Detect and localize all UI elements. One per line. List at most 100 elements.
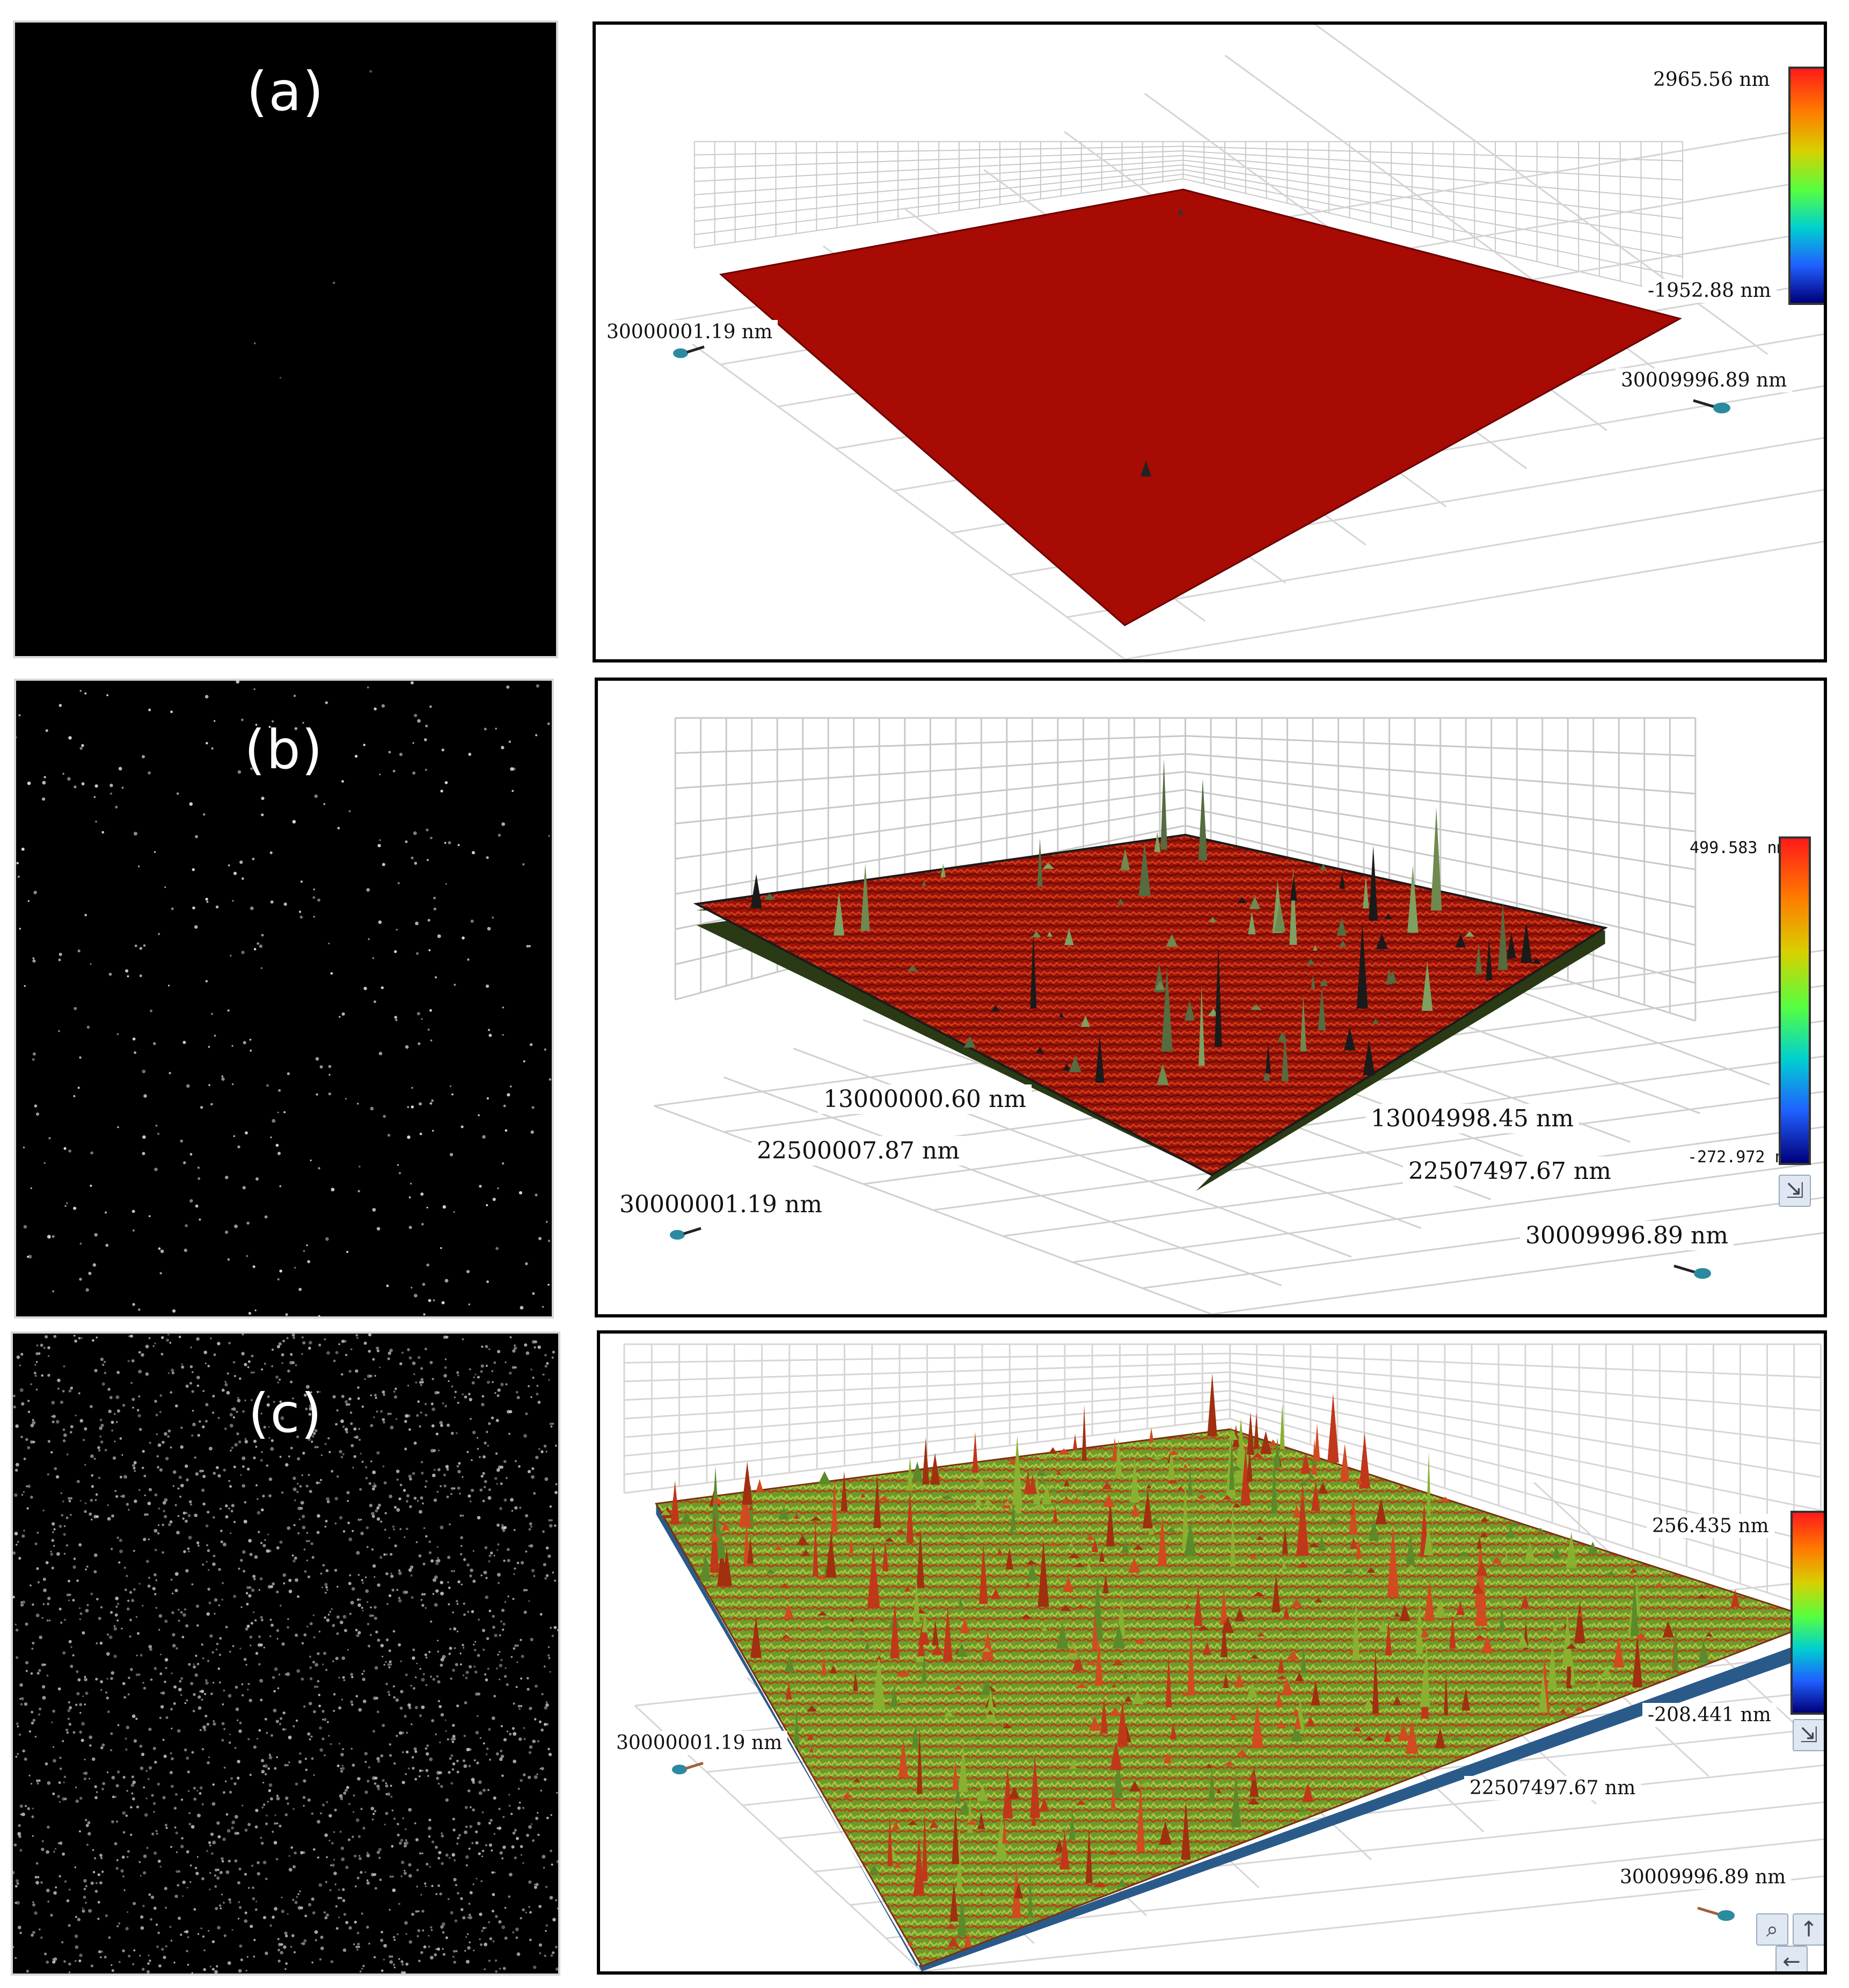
particle-dot — [533, 1346, 536, 1349]
particle-dot — [338, 1889, 340, 1891]
particle-dot — [232, 1361, 236, 1364]
particle-dot — [531, 1467, 535, 1470]
particle-dot — [492, 1626, 495, 1629]
particle-dot — [148, 1954, 150, 1956]
particle-dot — [158, 933, 160, 935]
particle-dot — [287, 1913, 289, 1915]
particle-dot — [272, 1831, 274, 1833]
particle-dot — [555, 1967, 558, 1971]
particle-dot — [52, 1235, 55, 1238]
particle-dot — [260, 1542, 263, 1545]
particle-dot — [244, 1363, 247, 1366]
particle-dot — [186, 1949, 188, 1953]
particle-dot — [183, 1161, 186, 1164]
particle-dot — [168, 1523, 171, 1526]
particle-dot — [196, 1814, 201, 1818]
particle-dot — [143, 1786, 145, 1789]
particle-dot — [284, 1764, 287, 1767]
particle-dot — [428, 1551, 432, 1554]
zoom-icon[interactable]: ⌕ — [1756, 1913, 1788, 1946]
particle-dot — [182, 1613, 186, 1617]
particle-dot — [290, 1946, 293, 1948]
surface-spike — [1271, 1453, 1277, 1514]
particle-dot — [307, 1732, 311, 1736]
particle-dot — [491, 1871, 494, 1874]
particle-dot — [231, 1446, 233, 1449]
particle-dot — [64, 1619, 66, 1621]
surface-spike — [1289, 866, 1297, 945]
particle-dot — [109, 1611, 113, 1614]
particle-dot — [384, 1823, 386, 1826]
surface-spike — [1455, 934, 1466, 948]
particle-dot — [426, 1263, 429, 1267]
particle-dot — [98, 1476, 101, 1479]
particle-dot — [408, 1428, 411, 1431]
particle-dot — [539, 1613, 543, 1616]
particle-dot — [149, 1441, 151, 1444]
particle-dot — [493, 1361, 496, 1364]
particle-dot — [522, 1807, 525, 1809]
particle-dot — [425, 768, 427, 771]
particle-dot — [268, 1426, 270, 1428]
particle-dot — [345, 1098, 347, 1100]
rotate-icon[interactable]: ⇲ — [1793, 1719, 1824, 1751]
particle-dot — [312, 1710, 316, 1714]
particle-dot — [68, 1971, 70, 1974]
axis-label-left-c: 30000001.19 nm — [611, 1731, 788, 1755]
grid-line — [694, 164, 1183, 209]
particle-dot — [156, 1455, 159, 1458]
surface-spike — [859, 1629, 865, 1635]
particle-dot — [230, 1777, 233, 1780]
particle-dot — [429, 1102, 433, 1105]
up-arrow-icon[interactable]: ↑ — [1793, 1913, 1824, 1946]
particle-dot — [406, 1494, 410, 1498]
particle-dot — [65, 1728, 69, 1732]
particle-dot — [217, 1568, 221, 1571]
scene-b — [654, 717, 1824, 1314]
particle-dot — [509, 1336, 512, 1339]
particle-dot — [109, 792, 112, 795]
particle-dot — [424, 1348, 427, 1351]
particle-dot — [281, 1897, 283, 1899]
particle-dot — [126, 1790, 129, 1792]
surface-spike — [964, 1932, 972, 1947]
particle-dot — [376, 1506, 380, 1510]
particle-dot — [535, 1817, 539, 1820]
particle-dot — [433, 1449, 436, 1452]
particle-dot — [155, 1830, 158, 1832]
particle-dot — [374, 1375, 376, 1377]
particle-dot — [525, 1911, 528, 1914]
surface-spike — [1241, 1737, 1246, 1743]
particle-dot — [107, 1504, 109, 1506]
particle-dot — [395, 1418, 398, 1420]
grid-line — [624, 1371, 1230, 1401]
particle-dot — [462, 1338, 464, 1341]
particle-dot — [302, 722, 304, 724]
particle-dot — [398, 1172, 401, 1175]
particle-dot — [529, 1522, 532, 1526]
particle-dot — [442, 1205, 446, 1209]
particle-dot — [413, 1373, 415, 1375]
rotate-icon[interactable]: ⇲ — [1779, 1175, 1811, 1207]
particle-dot — [148, 708, 151, 711]
particle-dot — [510, 1498, 514, 1502]
particle-dot — [177, 1729, 181, 1733]
particle-dot — [554, 1946, 558, 1949]
particle-dot — [425, 724, 428, 727]
particle-dot — [435, 1733, 437, 1736]
particle-dot — [375, 1509, 378, 1513]
particle-dot — [398, 1497, 401, 1501]
left-arrow-icon[interactable]: ← — [1775, 1946, 1808, 1971]
particle-dot — [244, 1911, 247, 1914]
particle-dot — [197, 1433, 200, 1437]
particle-dot — [293, 1524, 296, 1526]
particle-dot — [62, 1389, 65, 1393]
particle-dot — [309, 1407, 313, 1411]
particle-dot — [223, 1902, 225, 1904]
particle-dot — [353, 1455, 356, 1458]
particle-dot — [505, 1383, 508, 1386]
particle-dot — [335, 1423, 338, 1426]
particle-dot — [199, 1729, 202, 1731]
particle-dot — [185, 1930, 189, 1934]
particle-dot — [74, 1866, 77, 1869]
